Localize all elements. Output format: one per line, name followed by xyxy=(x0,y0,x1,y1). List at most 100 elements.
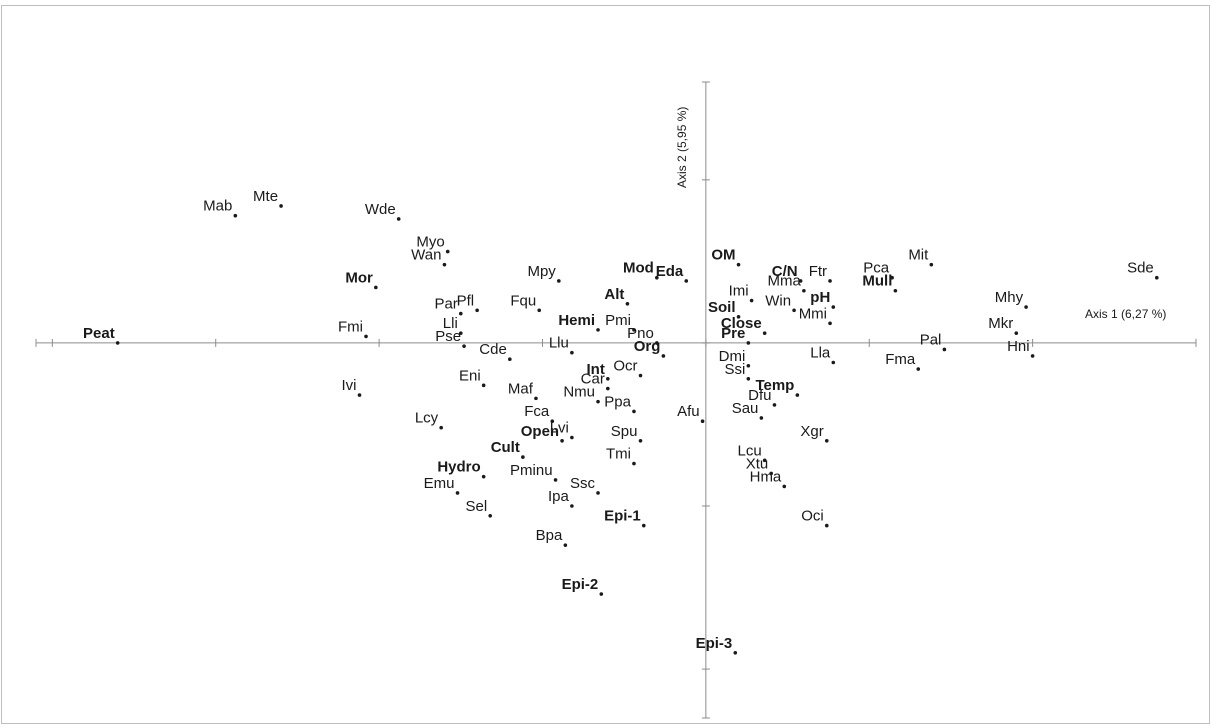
point-label: Ssi xyxy=(724,361,745,378)
variable-point-hemi: Hemi xyxy=(558,312,600,332)
species-point-ftr: Ftr xyxy=(809,263,832,283)
variable-point-hydro: Hydro xyxy=(437,459,486,479)
point-marker xyxy=(632,409,636,414)
point-label: Mmi xyxy=(799,305,827,322)
point-label: Epi-2 xyxy=(562,576,599,593)
point-label: C/N xyxy=(772,263,798,280)
point-label: Lvi xyxy=(550,420,569,437)
point-label: Llu xyxy=(549,335,569,352)
point-marker xyxy=(279,204,283,208)
point-marker xyxy=(795,393,800,397)
species-point-pminu: Pminu xyxy=(510,462,558,482)
point-label: Pfl xyxy=(457,292,475,309)
point-marker xyxy=(828,279,832,283)
point-marker xyxy=(625,301,630,306)
point-label: pH xyxy=(810,289,830,306)
point-marker xyxy=(762,331,767,335)
point-marker xyxy=(641,523,646,528)
variable-point-org: Org xyxy=(634,338,666,358)
species-point-fma: Fma xyxy=(885,351,921,371)
point-label: Eni xyxy=(459,367,481,384)
species-point-ipa: Ipa xyxy=(548,488,574,508)
species-point-mte: Mte xyxy=(253,188,283,208)
point-label: Pminu xyxy=(510,462,553,479)
species-point-mmi: Mmi xyxy=(799,305,832,326)
point-marker xyxy=(475,308,479,313)
point-label: Xtu xyxy=(746,455,769,472)
point-marker xyxy=(374,285,378,290)
point-label: Maf xyxy=(508,380,534,397)
point-label: Myo xyxy=(416,234,444,251)
point-label: Lcu xyxy=(737,442,761,459)
point-label: Mod xyxy=(623,260,654,277)
species-point-ppa: Ppa xyxy=(604,393,636,414)
point-marker xyxy=(442,262,447,267)
point-label: Tmi xyxy=(606,446,631,463)
point-marker xyxy=(560,438,564,443)
species-point-nmu: Nmu xyxy=(563,384,600,404)
species-point-par: Par xyxy=(434,296,463,316)
point-marker xyxy=(233,213,238,218)
point-label: Cde xyxy=(479,341,507,358)
point-label: Mab xyxy=(203,198,232,215)
species-point-emu: Emu xyxy=(424,475,460,495)
point-label: Hemi xyxy=(558,312,595,329)
point-label: Hni xyxy=(1007,338,1030,355)
point-marker xyxy=(798,279,803,283)
species-point-fca: Fca xyxy=(524,403,555,424)
point-label: Oci xyxy=(801,508,824,525)
point-marker xyxy=(537,308,542,313)
point-marker xyxy=(782,484,787,489)
point-marker xyxy=(1154,275,1159,280)
point-label: Fmi xyxy=(338,318,363,335)
species-point-wde: Wde xyxy=(365,201,401,221)
point-label: Int xyxy=(587,361,605,378)
point-marker xyxy=(396,217,401,221)
point-label: Sel xyxy=(466,498,488,515)
point-label: Cult xyxy=(491,439,520,456)
species-point-xtu: Xtu xyxy=(746,455,774,476)
point-label: Mte xyxy=(253,188,278,205)
species-point-hma: Hma xyxy=(750,468,787,489)
point-label: Lli xyxy=(443,315,458,332)
point-marker xyxy=(638,373,643,378)
species-point-pse: Pse xyxy=(435,328,466,348)
point-label: Ssc xyxy=(570,475,596,492)
point-marker xyxy=(1030,354,1035,358)
point-label: Win xyxy=(765,292,791,309)
species-point-lcy: Lcy xyxy=(415,410,443,430)
variable-point-alt: Alt xyxy=(604,286,630,306)
variable-point-mor: Mor xyxy=(345,269,378,290)
point-marker xyxy=(736,315,741,319)
point-marker xyxy=(684,279,689,283)
variable-point-epi-2: Epi-2 xyxy=(562,576,604,596)
point-marker xyxy=(916,367,921,371)
point-label: Ipa xyxy=(548,488,570,505)
variable-point-eda: Eda xyxy=(656,263,689,283)
point-label: Car xyxy=(581,371,605,388)
point-label: Soil xyxy=(708,299,736,316)
species-point-oci: Oci xyxy=(801,508,829,528)
variable-point-close: Close xyxy=(721,315,767,335)
point-label: Pse xyxy=(435,328,461,345)
variable-point-pre: Pre xyxy=(721,325,751,345)
variable-point-soil: Soil xyxy=(708,299,741,319)
point-label: Close xyxy=(721,315,762,332)
point-marker xyxy=(364,334,368,339)
point-marker xyxy=(890,275,894,280)
y-axis-label: Axis 2 (5,95 %) xyxy=(675,107,689,188)
species-point-bpa: Bpa xyxy=(536,527,568,547)
point-marker xyxy=(746,363,751,368)
point-label: Imi xyxy=(729,283,749,300)
variable-point-epi-3: Epi-3 xyxy=(696,635,738,655)
point-marker xyxy=(929,262,934,267)
variable-point-cult: Cult xyxy=(491,439,525,459)
point-label: Dfu xyxy=(748,387,771,404)
point-marker xyxy=(570,350,574,355)
point-marker xyxy=(802,288,806,293)
species-point-pno: Pno xyxy=(627,325,659,345)
point-label: Bpa xyxy=(536,527,563,544)
point-marker xyxy=(458,331,463,335)
